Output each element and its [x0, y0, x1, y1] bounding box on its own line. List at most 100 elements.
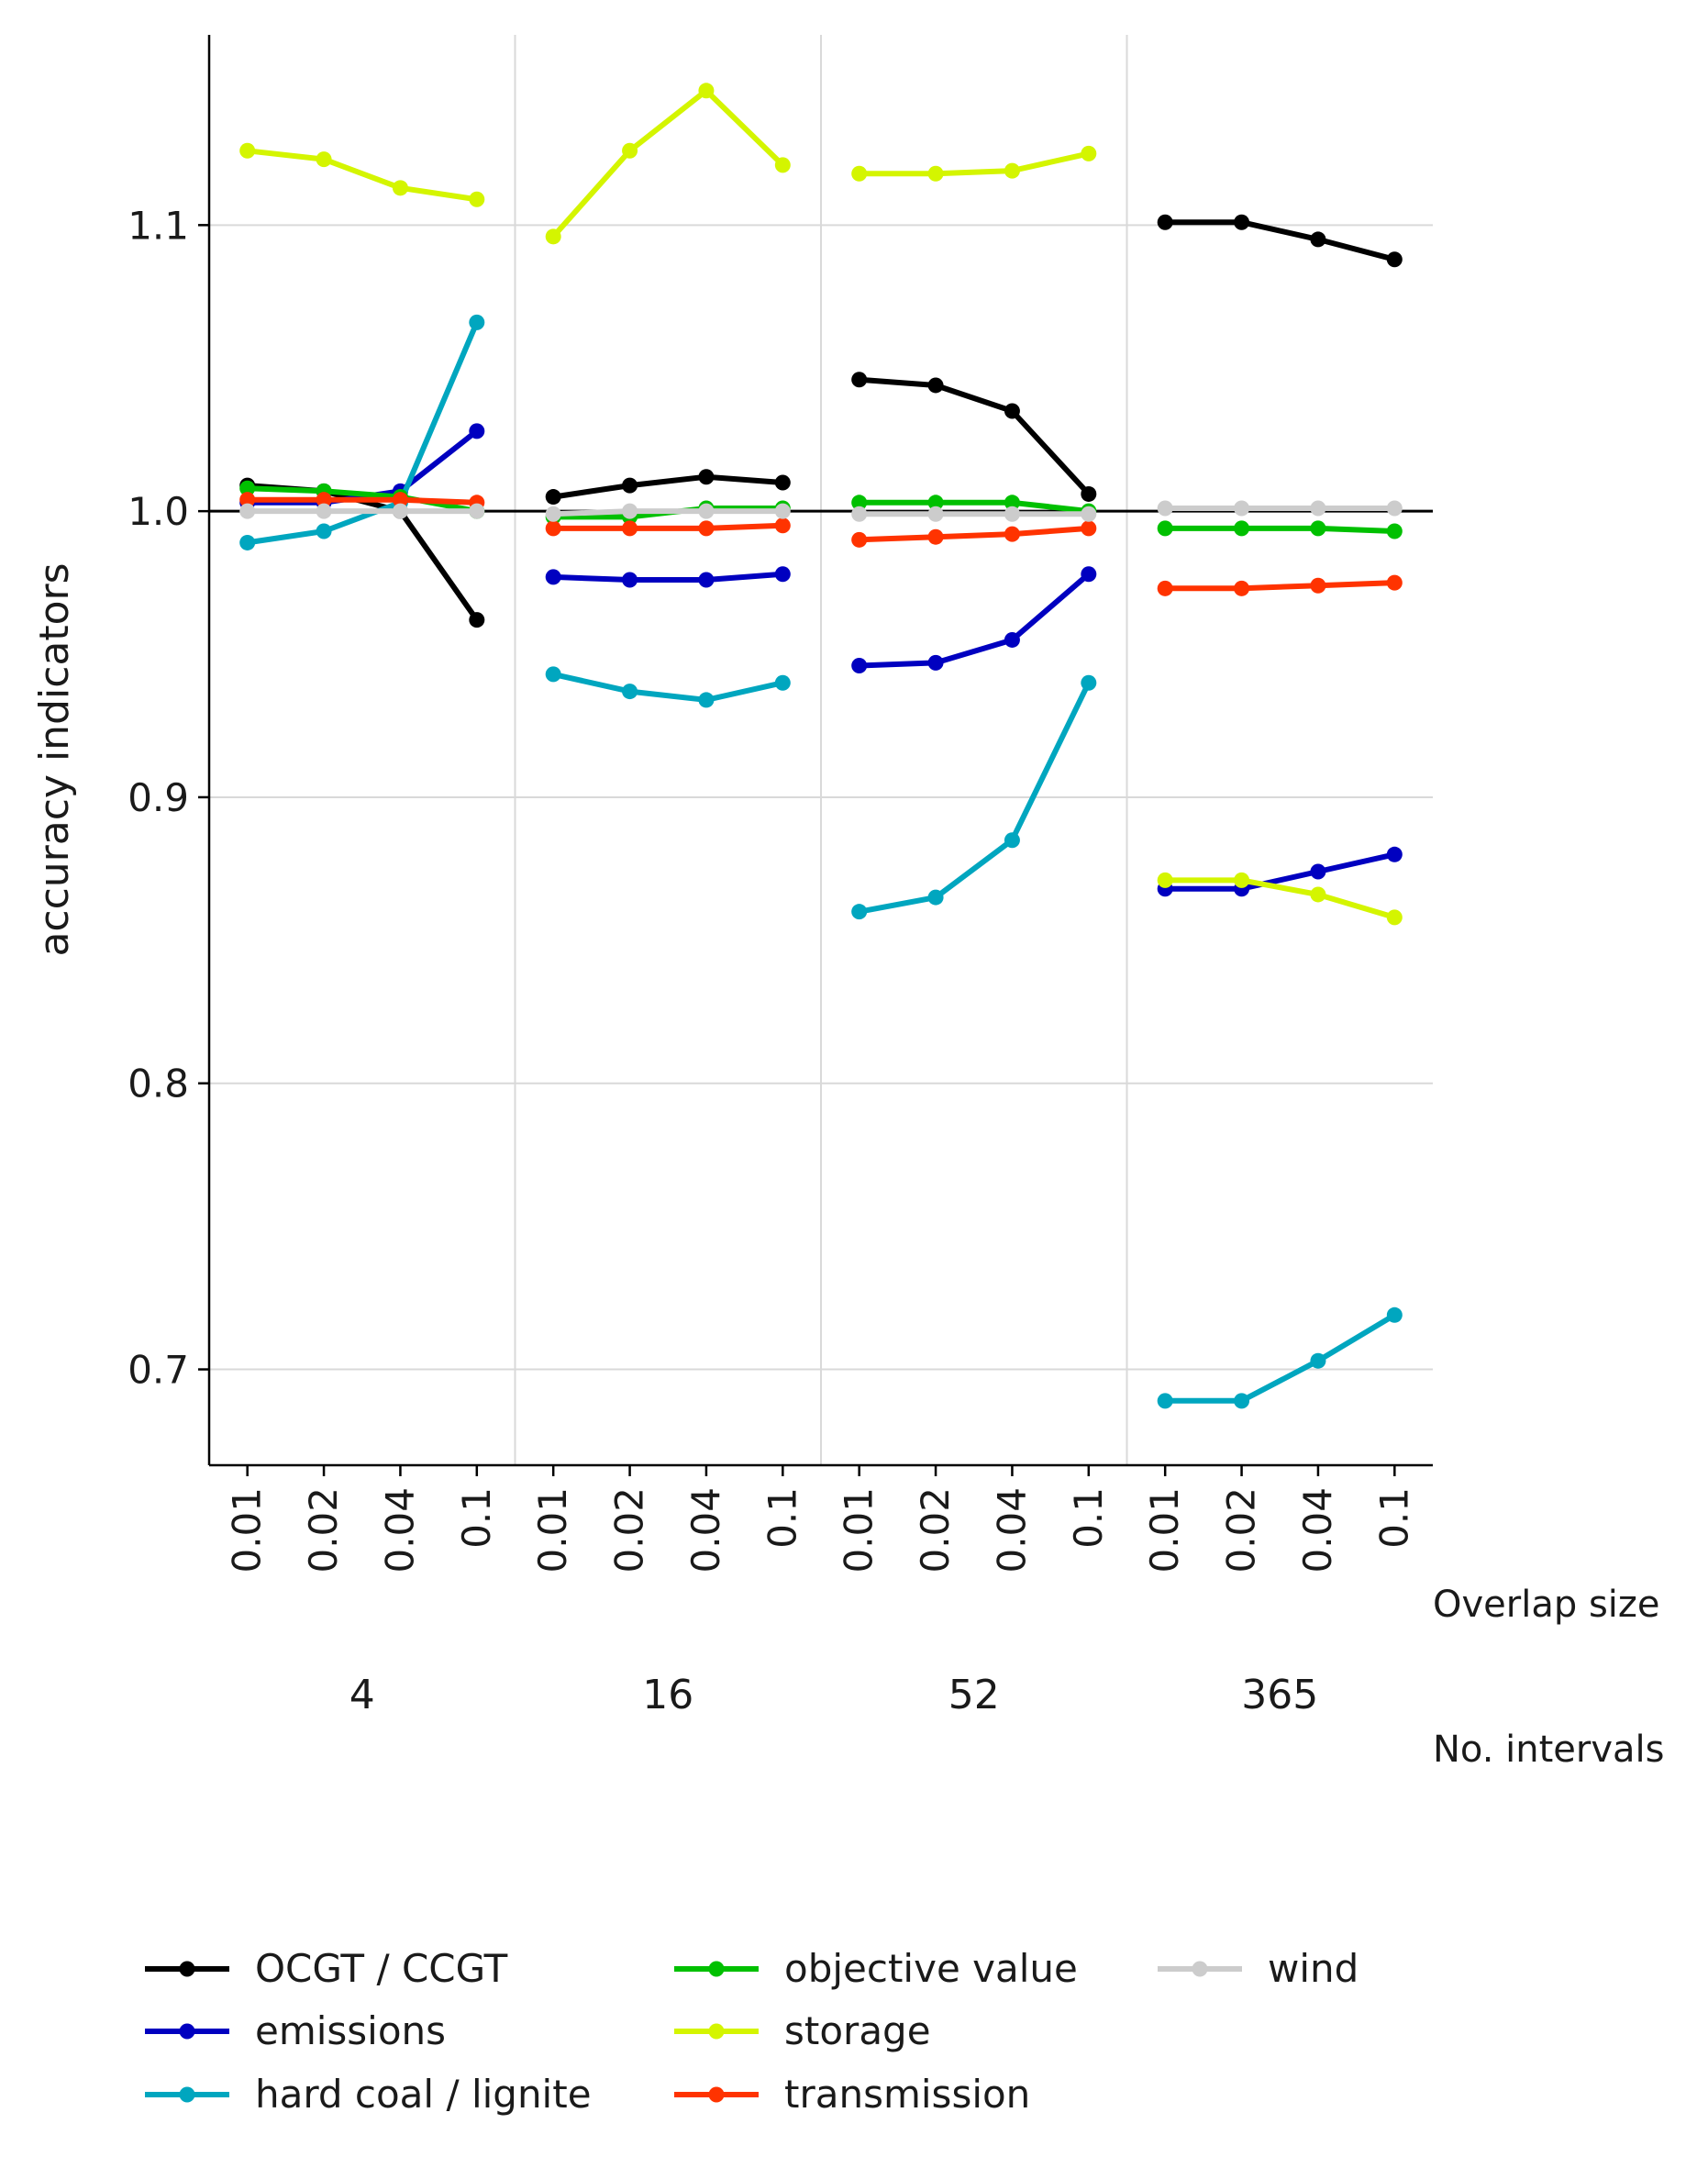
data-point [545, 666, 561, 683]
data-point [469, 503, 485, 519]
data-point [698, 520, 715, 537]
data-point [469, 423, 485, 439]
data-point [1386, 523, 1403, 539]
series-line [1165, 1312, 1396, 1404]
legend-label: hard coal / lignite [255, 2072, 592, 2117]
data-point [316, 503, 332, 519]
legend-swatch-marker [179, 2086, 195, 2103]
y-tick-label: 0.9 [128, 775, 189, 820]
series-line [1165, 851, 1395, 892]
data-point [774, 503, 791, 519]
y-tick-label: 0.7 [128, 1348, 189, 1393]
x-tick-label: 0.02 [301, 1487, 346, 1573]
y-tick-label: 1.0 [128, 489, 189, 534]
x-tick-label: 0.02 [913, 1487, 958, 1573]
x-tick-label: 0.01 [1142, 1487, 1187, 1573]
data-point [1081, 485, 1097, 502]
data-point [392, 180, 408, 196]
legend-label: wind [1268, 1946, 1359, 1991]
data-point [1234, 1393, 1250, 1409]
no-intervals-label: No. intervals [1433, 1729, 1664, 1771]
x-tick-label: 0.1 [1371, 1487, 1416, 1549]
data-point [1310, 863, 1326, 880]
series-line [552, 473, 783, 500]
axes: 0.7 0.8 0.9 1.0 1.1 0.01 0.02 0.04 0.1 0.01 0.02 0.… [128, 35, 1433, 1718]
legend-swatch-marker [1192, 1961, 1208, 1977]
series-line [550, 87, 785, 239]
data-point [392, 492, 408, 508]
data-point [545, 228, 561, 245]
data-point [1386, 574, 1403, 591]
data-point [545, 569, 561, 585]
data-point [1081, 520, 1097, 537]
y-tick-label: 0.8 [128, 1062, 189, 1106]
data-point [239, 534, 256, 550]
data-point [622, 142, 638, 159]
x-tick-label: 0.04 [377, 1487, 422, 1573]
data-point [545, 506, 561, 522]
legend-label: emissions [255, 2008, 446, 2053]
data-point [1004, 403, 1020, 419]
data-point [927, 165, 944, 182]
legend-label: transmission [784, 2072, 1030, 2117]
data-point [1386, 909, 1403, 926]
data-point [239, 492, 256, 508]
data-point [1386, 846, 1403, 862]
series-line [247, 428, 479, 506]
data-point [698, 469, 715, 485]
x-tick-label: 0.01 [837, 1487, 882, 1573]
x-tick-label: 0.04 [1295, 1487, 1340, 1573]
data-point [1386, 1306, 1403, 1323]
x-tick-label: 0.02 [607, 1487, 652, 1573]
x-tick-label: 0.02 [1219, 1487, 1264, 1573]
data-point [1386, 500, 1403, 517]
data-point [622, 572, 638, 588]
data-point [622, 684, 638, 700]
series-line [552, 671, 783, 703]
data-point [851, 495, 868, 511]
data-point [1004, 495, 1020, 511]
series-line [553, 508, 783, 517]
data-point [774, 674, 791, 691]
data-point [622, 520, 638, 537]
series-line [859, 572, 1091, 669]
legend-item: objective value [674, 1946, 1078, 1991]
data-point [1234, 500, 1250, 517]
legend-item: hard coal / lignite [145, 2072, 592, 2117]
data-point [1310, 231, 1326, 248]
legend-swatch-marker [708, 1961, 725, 1977]
legend-item: storage [674, 2008, 931, 2053]
data-point [1234, 872, 1250, 888]
data-point [927, 377, 944, 394]
legend-label: objective value [784, 1946, 1078, 1991]
data-point [927, 495, 944, 511]
data-point [392, 503, 408, 519]
group-label: 52 [948, 1672, 1000, 1718]
data-point [927, 654, 944, 671]
x-tick-label: 0.1 [760, 1487, 804, 1549]
data-point [622, 477, 638, 494]
data-point [698, 692, 715, 708]
series-line [1165, 219, 1396, 262]
data-point [851, 506, 868, 522]
y-tick-label: 1.1 [128, 203, 189, 248]
series-line [859, 681, 1092, 915]
legend-swatch-marker [708, 2023, 725, 2040]
data-point [1234, 214, 1250, 230]
data-point [1386, 251, 1403, 268]
data-point [239, 503, 256, 519]
data-point [851, 658, 868, 674]
data-point [927, 528, 944, 545]
data-point [316, 151, 332, 168]
series-line [247, 496, 477, 506]
legend-item: transmission [674, 2072, 1030, 2117]
overlap-size-label: Overlap size [1433, 1584, 1660, 1626]
data-point [1081, 145, 1097, 161]
x-tick-label: 0.01 [530, 1487, 575, 1573]
data-point [1157, 872, 1173, 888]
data-point [316, 523, 332, 539]
data-point [774, 517, 791, 534]
legend-label: storage [784, 2008, 931, 2053]
legend-swatch-marker [708, 2086, 725, 2103]
data-point [545, 489, 561, 506]
